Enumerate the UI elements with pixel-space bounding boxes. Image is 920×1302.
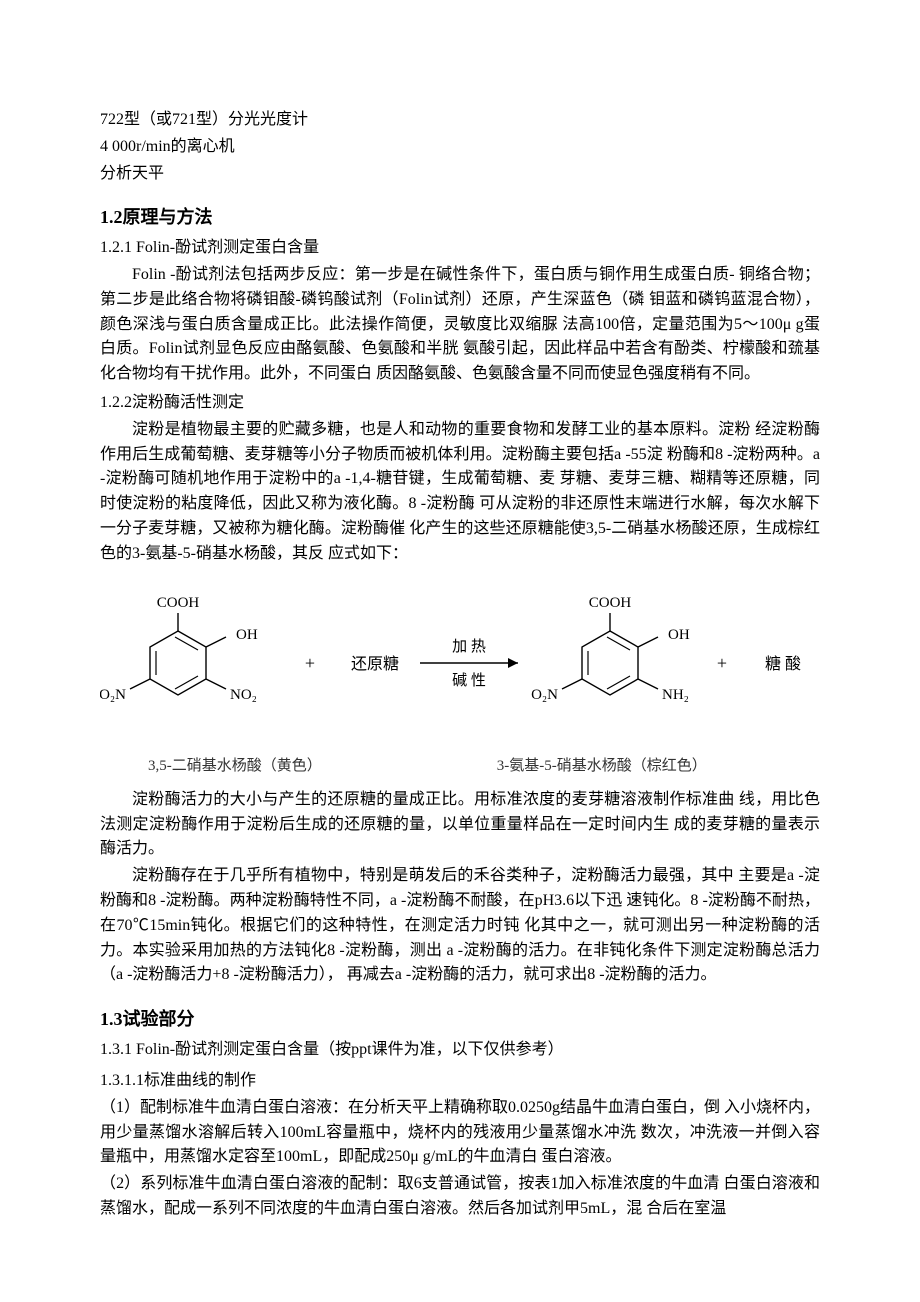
equipment-line: 4 000r/min的离心机	[100, 135, 820, 160]
para-1-2-1: Folin -酚试剂法包括两步反应：第一步是在碱性条件下，蛋白质与铜作用生成蛋白…	[100, 263, 820, 387]
no2-left-label: O₂N	[531, 687, 558, 703]
plus-icon: +	[305, 653, 315, 673]
left-compound-label: 3,5-二硝基水杨酸（黄色）	[148, 755, 322, 778]
para-1-2-2-b: 淀粉酶活力的大小与产生的还原糖的量成正比。用标准浓度的麦芽糖溶液制作标准曲 线，…	[100, 788, 820, 862]
subsubsection-1-3-1-1-head: 1.3.1.1标准曲线的制作	[100, 1069, 820, 1094]
section-1-2-title: 1.2原理与方法	[100, 204, 820, 232]
para-1-3-1-1-b: （2）系列标准牛血清白蛋白溶液的配制：取6支普通试管，按表1加入标准浓度的牛血清…	[100, 1172, 820, 1222]
subsection-1-2-1-head: 1.2.1 Folin-酚试剂测定蛋白含量	[100, 236, 820, 261]
right-molecule: COOH OH NH₂ O₂N	[531, 595, 690, 703]
reducing-sugar-label: 还原糖	[351, 655, 399, 673]
equipment-line: 分析天平	[100, 162, 820, 187]
reaction-diagram: COOH OH NO₂ O₂N + 还原糖 加 热 碱 性	[100, 585, 820, 778]
para-1-2-2-a: 淀粉是植物最主要的贮藏多糖，也是人和动物的重要食物和发酵工业的基本原料。淀粉 经…	[100, 418, 820, 567]
equipment-line: 722型（或721型）分光光度计	[100, 108, 820, 133]
para-1-3-1-1-a: （1）配制标准牛血清白蛋白溶液：在分析天平上精确称取0.0250g结晶牛血清白蛋…	[100, 1096, 820, 1170]
oh-label: OH	[236, 627, 258, 643]
reaction-arrow: 加 热 碱 性	[420, 638, 518, 689]
arrow-bottom-label: 碱 性	[452, 672, 486, 689]
cooh-label: COOH	[589, 595, 632, 611]
equipment-list: 722型（或721型）分光光度计 4 000r/min的离心机 分析天平	[100, 108, 820, 186]
para-1-2-2-c: 淀粉酶存在于几乎所有植物中，特别是萌发后的禾谷类种子，淀粉酶活力最强，其中 主要…	[100, 864, 820, 988]
nh2-label: NH₂	[662, 687, 689, 703]
diagram-caption-row: 3,5-二硝基水杨酸（黄色） 3-氨基-5-硝基水杨酸（棕红色）	[100, 755, 820, 778]
subsection-1-3-1-head: 1.3.1 Folin-酚试剂测定蛋白含量（按ppt课件为准，以下仅供参考）	[100, 1038, 820, 1063]
no2-right-label: NO₂	[230, 687, 257, 703]
plus-icon: +	[717, 653, 727, 673]
subsection-1-2-2-head: 1.2.2淀粉酶活性测定	[100, 391, 820, 416]
no2-left-label: O₂N	[100, 687, 126, 703]
reaction-svg: COOH OH NO₂ O₂N + 还原糖 加 热 碱 性	[100, 585, 820, 735]
oh-label: OH	[668, 627, 690, 643]
left-molecule: COOH OH NO₂ O₂N	[100, 595, 258, 703]
right-compound-label: 3-氨基-5-硝基水杨酸（棕红色）	[497, 755, 707, 778]
cooh-label: COOH	[157, 595, 200, 611]
sugar-acid-label: 糖 酸	[765, 655, 801, 673]
arrow-top-label: 加 热	[452, 638, 486, 655]
section-1-3-title: 1.3试验部分	[100, 1006, 820, 1034]
page: 722型（或721型）分光光度计 4 000r/min的离心机 分析天平 1.2…	[0, 0, 920, 1284]
